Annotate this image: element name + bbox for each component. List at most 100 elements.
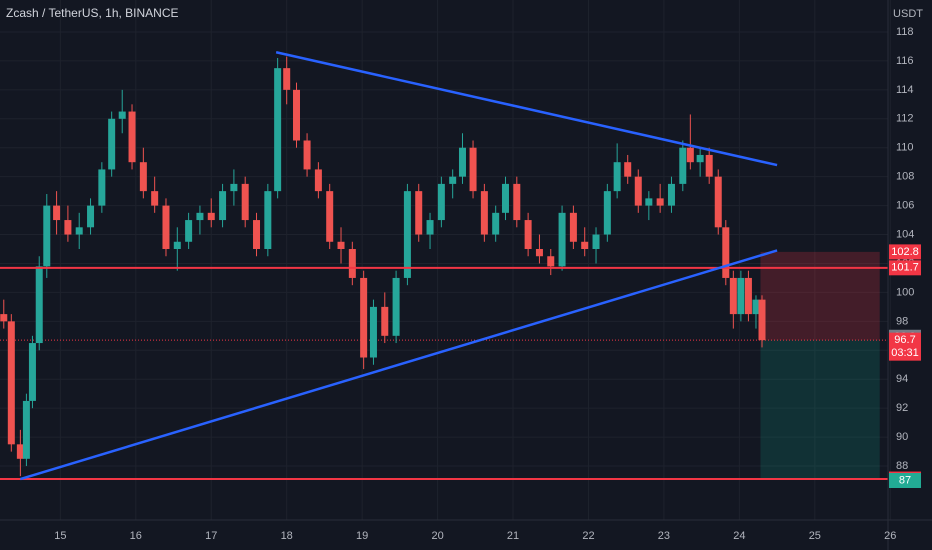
- candle-body: [392, 277, 400, 336]
- candle-body: [381, 306, 389, 336]
- x-tick-label: 16: [130, 530, 142, 542]
- candle-body: [337, 241, 345, 250]
- x-tick-label: 22: [582, 530, 594, 542]
- y-tick-label: 92: [896, 402, 908, 414]
- candle-body: [624, 162, 632, 177]
- x-tick-label: 15: [54, 530, 66, 542]
- stop-zone: [760, 251, 880, 341]
- candle-body: [162, 205, 170, 250]
- candle-body: [283, 68, 291, 90]
- candle-body: [426, 220, 434, 235]
- candle-body: [501, 183, 509, 213]
- x-tick-label: 24: [733, 530, 745, 542]
- candle-body: [274, 68, 282, 192]
- x-tick-label: 26: [884, 530, 896, 542]
- y-tick-label: 116: [896, 55, 914, 67]
- candle-body: [480, 191, 488, 235]
- price-label-box: [889, 260, 921, 276]
- candle-body: [437, 183, 445, 221]
- candle-body: [118, 111, 126, 119]
- plot-area: [0, 0, 891, 520]
- price-label-box: [889, 244, 921, 260]
- price-label-box: [889, 473, 921, 489]
- candle-body: [547, 256, 555, 267]
- y-tick-label: 98: [896, 315, 908, 327]
- y-tick-label: 112: [896, 113, 914, 125]
- candle-body: [634, 176, 642, 206]
- candle-body: [98, 169, 106, 206]
- candle-body: [219, 191, 227, 221]
- price-label: 101.7: [891, 262, 919, 274]
- candle-body: [752, 299, 760, 315]
- candle-body: [415, 191, 423, 235]
- candle-body: [403, 191, 411, 278]
- candle-body: [449, 176, 457, 184]
- candle-body: [293, 89, 301, 141]
- trendline: [275, 51, 778, 167]
- y-tick-label: 94: [896, 373, 908, 385]
- target-zone: [760, 340, 880, 480]
- candle-body: [667, 183, 675, 206]
- price-label: 87: [899, 474, 911, 486]
- candle-body: [326, 191, 334, 242]
- candle-body: [151, 191, 159, 206]
- candle-body: [241, 183, 249, 221]
- y-tick-label: 100: [896, 286, 914, 298]
- y-tick-label: 114: [896, 84, 914, 96]
- candle-body: [22, 400, 30, 459]
- x-tick-label: 19: [356, 530, 368, 542]
- countdown: 03:31: [891, 347, 919, 359]
- candle-body: [729, 277, 737, 315]
- x-tick-label: 21: [507, 530, 519, 542]
- x-tick-label: 23: [658, 530, 670, 542]
- candle-body: [569, 212, 577, 242]
- y-tick-label: 104: [896, 228, 914, 240]
- candle-body: [744, 277, 752, 315]
- candle-body: [230, 183, 238, 192]
- candle-body: [253, 220, 261, 250]
- candle-body: [87, 205, 95, 228]
- candle-body: [369, 306, 377, 358]
- price-label: 102.8: [891, 246, 919, 258]
- candle-body: [705, 154, 713, 177]
- candle-body: [645, 198, 653, 206]
- candle-body: [603, 191, 611, 235]
- candle-body: [64, 220, 72, 235]
- candle-body: [686, 147, 694, 163]
- candle-body: [714, 176, 722, 228]
- candle-body: [492, 212, 500, 235]
- candle-body: [303, 140, 311, 170]
- candle-body: [360, 277, 368, 358]
- candle-body: [656, 198, 664, 206]
- candle-body: [173, 241, 181, 250]
- candle-body: [737, 277, 745, 315]
- candle-body: [185, 220, 193, 242]
- y-tick-label: 90: [896, 431, 908, 443]
- candle-body: [458, 147, 466, 177]
- x-tick-label: 25: [809, 530, 821, 542]
- candle-body: [264, 191, 272, 250]
- candle-body: [139, 162, 147, 192]
- x-tick-label: 18: [281, 530, 293, 542]
- candle-body: [128, 111, 136, 163]
- candle-body: [207, 212, 215, 221]
- candle-body: [0, 314, 8, 322]
- trendline: [20, 249, 778, 481]
- candle-body: [348, 249, 356, 278]
- candle-body: [469, 147, 477, 192]
- y-tick-label: 110: [896, 142, 914, 154]
- candle-body: [722, 227, 730, 278]
- y-tick-label: 118: [896, 26, 914, 38]
- x-tick-label: 17: [205, 530, 217, 542]
- candle-body: [613, 162, 621, 192]
- candle-body: [314, 169, 322, 192]
- candle-body: [108, 118, 116, 170]
- candle-body: [581, 241, 589, 250]
- candle-body: [696, 154, 704, 163]
- candle-body: [592, 234, 600, 250]
- candle-body: [758, 299, 766, 341]
- price-label: 96.7: [894, 334, 915, 346]
